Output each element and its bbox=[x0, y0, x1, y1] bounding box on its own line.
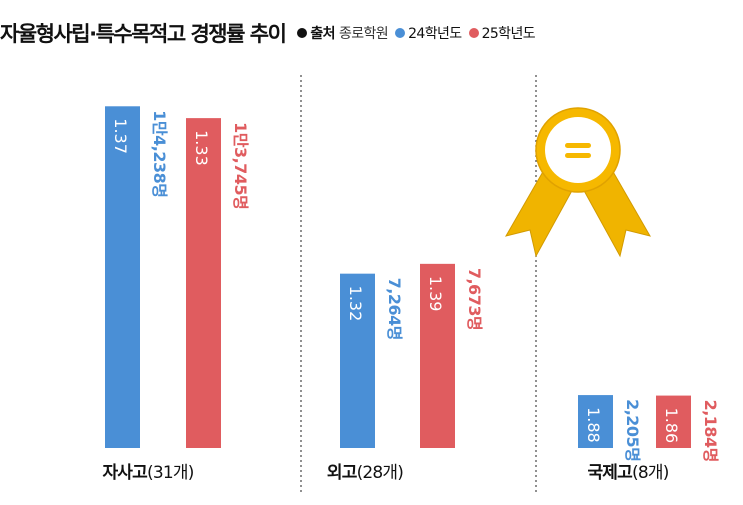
value-label: 2,205명 bbox=[623, 399, 642, 461]
medal-mark-bottom bbox=[565, 153, 591, 158]
value-label: 7,673명 bbox=[465, 268, 484, 330]
legend-label-2024: 24학년도 bbox=[408, 26, 462, 42]
category-name: 국제고 bbox=[587, 463, 633, 483]
bars-layer bbox=[105, 106, 691, 449]
medal-mark-top bbox=[565, 143, 591, 148]
category-count: (31개) bbox=[147, 463, 194, 483]
category-label: 외고(28개) bbox=[327, 463, 403, 483]
bar-2025-1 bbox=[420, 263, 455, 448]
ratio-label: 1.32 bbox=[346, 286, 365, 322]
group-dividers bbox=[300, 75, 537, 495]
legend-label-2025: 25학년도 bbox=[481, 26, 536, 42]
ratio-label: 1.86 bbox=[662, 408, 681, 444]
ratio-label: 1.33 bbox=[192, 130, 211, 166]
legend-item-2025: 25학년도 bbox=[468, 23, 536, 43]
chart-legend: 출처 종로학원 24학년도 25학년도 bbox=[297, 23, 542, 43]
bar-2024-1 bbox=[340, 273, 375, 448]
legend-source-label: 출처 bbox=[310, 26, 335, 42]
labels-layer: 1.37 1만4,238명 1.32 7,264명 1.88 2,205명 1.33 1만3,… bbox=[102, 110, 720, 483]
category-count: (28개) bbox=[357, 463, 404, 483]
medal-disc-inner bbox=[545, 117, 611, 183]
category-name: 자사고 bbox=[102, 463, 148, 483]
bar-2025-0 bbox=[186, 118, 221, 449]
value-label: 7,264명 bbox=[385, 278, 404, 340]
legend-source: 출처 종로학원 bbox=[297, 23, 389, 43]
ratio-label: 1.39 bbox=[426, 276, 445, 312]
ratio-label: 1.37 bbox=[111, 118, 130, 154]
chart-title: 자율형사립·특수목적고 경쟁률 추이 bbox=[0, 22, 287, 46]
medal-icon bbox=[504, 107, 652, 258]
value-label: 2,184명 bbox=[701, 400, 720, 462]
bar-2024-0 bbox=[105, 106, 140, 449]
legend-source-value: 종로학원 bbox=[338, 26, 389, 42]
legend-item-2024: 24학년도 bbox=[395, 23, 462, 43]
category-label: 자사고(31개) bbox=[102, 463, 193, 483]
category-label: 국제고(8개) bbox=[587, 463, 668, 483]
bar-2024-2 bbox=[578, 395, 613, 448]
legend-dot-2024 bbox=[395, 28, 406, 38]
legend-dot-2025 bbox=[468, 28, 479, 38]
legend-source-dot bbox=[297, 28, 308, 38]
bar-2025-2 bbox=[656, 395, 691, 448]
value-label: 1만4,238명 bbox=[150, 110, 169, 197]
ratio-label: 1.88 bbox=[584, 407, 603, 443]
chart-header: 자율형사립·특수목적고 경쟁률 추이 출처 종로학원 24학년도 25학년도 bbox=[0, 16, 542, 50]
category-name: 외고 bbox=[327, 463, 358, 483]
value-label: 1만3,745명 bbox=[231, 122, 250, 209]
category-count: (8개) bbox=[632, 463, 669, 483]
